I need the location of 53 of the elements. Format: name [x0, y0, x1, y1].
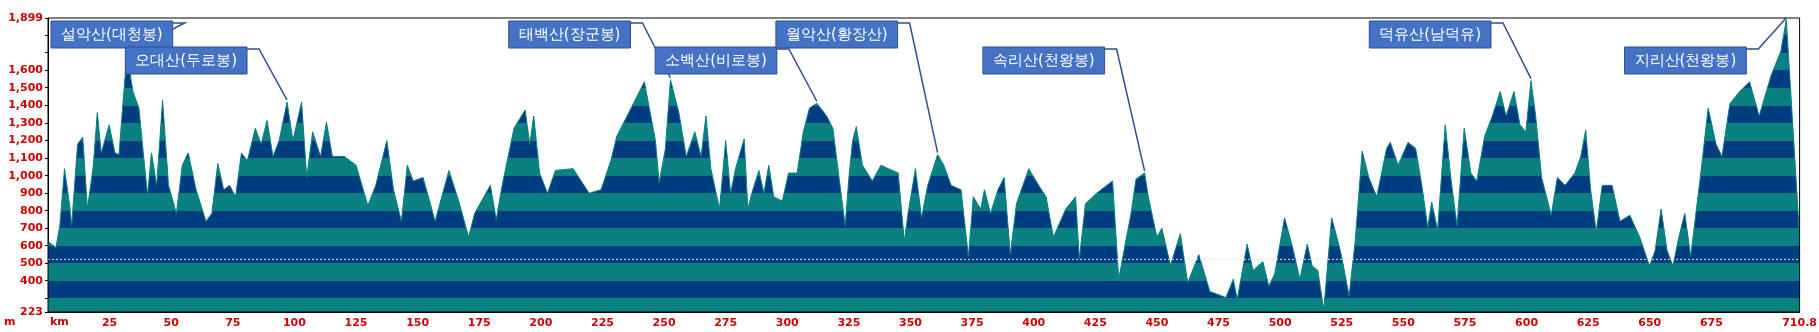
x-tick-label: 75: [225, 316, 241, 330]
x-tick-label: 125: [344, 316, 368, 330]
y-tick-label: 1,200: [8, 133, 44, 147]
y-tick-label: 223: [20, 304, 43, 318]
x-tick-label: 300: [775, 316, 800, 330]
x-tick-label: 275: [714, 316, 738, 330]
y-tick-label: 1,300: [8, 115, 44, 129]
x-tick-label: 650: [1638, 316, 1662, 330]
y-tick-label: 1,400: [8, 98, 44, 112]
y-tick-label: 1,500: [8, 80, 44, 94]
x-tick-label: 175: [467, 316, 491, 330]
annotation: 지리산(천왕봉): [1634, 51, 1737, 70]
x-tick-label: 710.8: [1782, 316, 1817, 330]
annotation: 태백산(장군봉): [518, 25, 621, 44]
x-tick-label: 50: [163, 316, 180, 330]
x-tick-label: 475: [1207, 316, 1231, 330]
x-tick-label: 425: [1083, 316, 1107, 330]
x-tick-label: 500: [1268, 316, 1292, 330]
x-tick-label: 100: [282, 316, 307, 330]
x-tick-label: 375: [960, 316, 984, 330]
y-tick-label: 600: [20, 238, 44, 252]
x-tick-label: 575: [1453, 316, 1477, 330]
x-tick-label: 675: [1699, 316, 1723, 330]
x-tick-label: 600: [1515, 316, 1539, 330]
x-tick-label: 225: [590, 316, 614, 330]
y-tick-label: 700: [20, 221, 44, 235]
x-tick-label: 525: [1330, 316, 1354, 330]
annotation: 월악산(황장산): [785, 25, 888, 44]
x-tick-label: 25: [101, 316, 118, 330]
annotation: 덕유산(남덕유): [1379, 25, 1481, 44]
y-tick-label: 900: [20, 186, 44, 200]
y-tick-label: 800: [20, 203, 44, 217]
x-tick-label: 550: [1391, 316, 1416, 330]
y-tick-label: 1,899: [8, 10, 43, 24]
x-tick-label: 350: [899, 316, 923, 330]
annotation: 설악산(대청봉): [60, 25, 163, 44]
x-tick-label: 400: [1022, 316, 1046, 330]
x-tick-label: 150: [406, 316, 430, 330]
x-tick-label: 200: [529, 316, 553, 330]
x-tick-label: 250: [652, 316, 676, 330]
y-tick-label: 1,100: [8, 151, 44, 165]
y-tick-label: 400: [20, 273, 44, 287]
x-tick-label: 325: [837, 316, 861, 330]
annotation: 속리산(천왕봉): [992, 51, 1095, 70]
y-tick-label: 500: [20, 256, 44, 270]
y-tick-label: 1,600: [8, 63, 44, 77]
y-axis-title: m: [4, 314, 16, 328]
x-axis-title: km: [50, 314, 69, 328]
x-tick-label: 450: [1145, 316, 1169, 330]
x-tick-label: 625: [1576, 316, 1600, 330]
annotation: 오대산(두로봉): [135, 51, 238, 70]
y-tick-label: 1,000: [8, 168, 44, 182]
annotation: 소백산(비로봉): [665, 51, 767, 70]
